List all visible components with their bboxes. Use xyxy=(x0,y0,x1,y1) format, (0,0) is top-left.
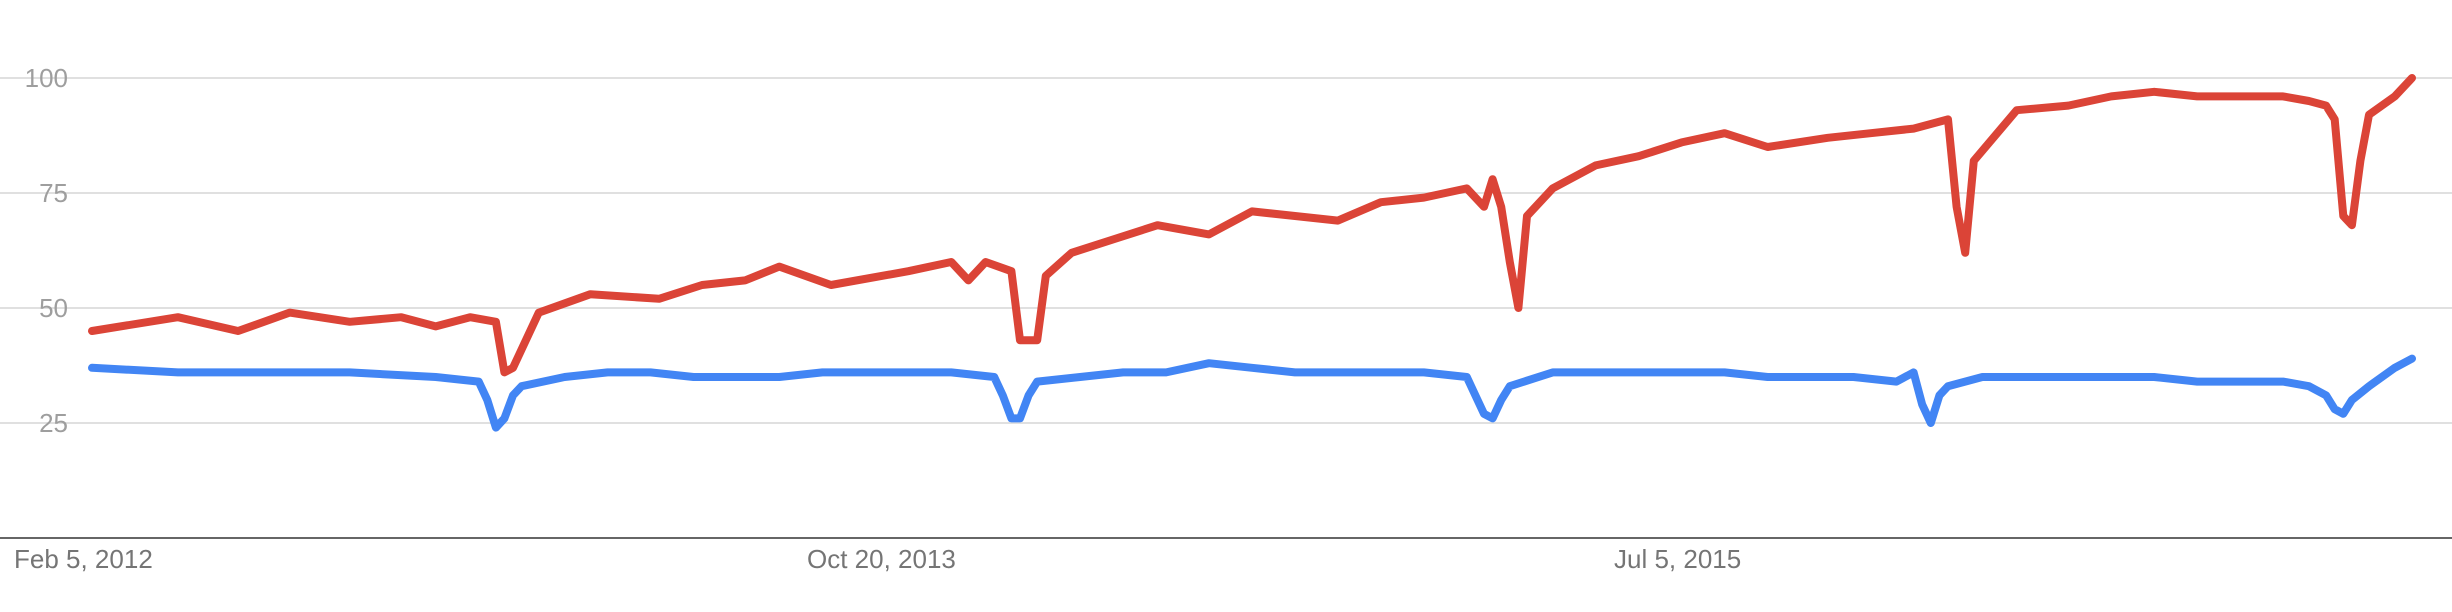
y-tick-label: 25 xyxy=(39,408,68,438)
y-axis-ticks: 25 50 75 100 xyxy=(25,63,68,438)
series-line-1 xyxy=(88,74,2416,377)
x-tick-label: Jul 5, 2015 xyxy=(1614,544,1741,574)
series-line-2 xyxy=(88,354,2416,432)
y-tick-label: 75 xyxy=(39,178,68,208)
gridlines xyxy=(0,77,2452,424)
y-tick-label: 100 xyxy=(25,63,68,93)
y-tick-label: 50 xyxy=(39,293,68,323)
x-axis-ticks: Feb 5, 2012 Oct 20, 2013 Jul 5, 2015 xyxy=(14,544,1741,574)
x-tick-label: Feb 5, 2012 xyxy=(14,544,153,574)
series-lines xyxy=(88,74,2416,432)
x-tick-label: Oct 20, 2013 xyxy=(807,544,956,574)
